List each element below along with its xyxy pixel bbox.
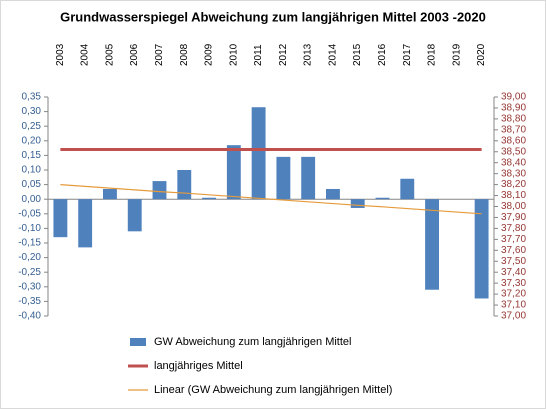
x-tick-label: 2017 (402, 43, 413, 66)
x-tick-label: 2007 (154, 43, 165, 66)
bar (53, 199, 68, 238)
y-tick-label: 0,25 (22, 121, 42, 132)
legend-label: Linear (GW Abweichung zum langjährigen M… (154, 384, 392, 396)
y2-tick-label: 38,00 (501, 201, 526, 212)
bar (276, 156, 291, 200)
y-tick-label: -0,40 (18, 311, 41, 322)
bar (103, 188, 117, 200)
x-tick-label: 2019 (451, 43, 462, 66)
bar (152, 181, 167, 200)
x-tick-label: 2015 (352, 43, 363, 66)
x-tick-label: 2013 (303, 43, 314, 66)
x-tick-label: 2016 (377, 43, 388, 66)
x-tick-label: 2005 (104, 43, 115, 66)
y-tick-label: 0,35 (22, 92, 42, 103)
y2-tick-label: 38,10 (501, 190, 526, 201)
x-tick-label: 2006 (129, 43, 140, 66)
x-tick-label: 2004 (80, 43, 91, 66)
y2-tick-label: 37,80 (501, 223, 526, 234)
y2-tick-label: 38,30 (501, 168, 526, 179)
bar (301, 156, 316, 200)
y-tick-label: -0,30 (18, 281, 41, 292)
line-series (60, 184, 482, 215)
x-tick-label: 2003 (55, 43, 66, 66)
y-tick-label: -0,15 (18, 238, 41, 249)
legend-label: GW Abweichung zum langjährigen Mittel (154, 336, 351, 348)
y-tick-label: 0,05 (22, 179, 42, 190)
y2-tick-label: 37,40 (501, 267, 526, 278)
bar (177, 170, 192, 200)
bar (350, 199, 365, 208)
x-tick-label: 2011 (253, 44, 264, 66)
y-tick-label: 0,00 (22, 194, 42, 205)
y2-tick-label: 37,60 (501, 245, 526, 256)
y-tick-label: -0,35 (18, 296, 41, 307)
x-tick-label: 2010 (228, 43, 239, 66)
y2-tick-label: 38,80 (501, 114, 526, 125)
y2-tick-label: 37,20 (501, 289, 526, 300)
y-tick-label: 0,15 (22, 150, 42, 161)
bar (400, 178, 415, 200)
x-tick-label: 2018 (427, 43, 438, 66)
bar (127, 199, 142, 232)
bar (226, 145, 241, 200)
y2-tick-label: 38,90 (501, 103, 526, 114)
y2-tick-label: 39,00 (501, 92, 526, 103)
y2-tick-label: 38,20 (501, 179, 526, 190)
bar (251, 107, 266, 200)
y-tick-label: 0,10 (22, 165, 42, 176)
y2-tick-label: 37,70 (501, 234, 526, 245)
y-tick-label: -0,10 (18, 223, 41, 234)
x-tick-label: 2008 (179, 43, 190, 66)
x-tick-label: 2014 (327, 43, 338, 66)
y2-tick-label: 37,00 (501, 311, 526, 322)
y2-tick-label: 38,40 (501, 157, 526, 168)
y2-tick-label: 37,50 (501, 256, 526, 267)
y2-tick-label: 38,60 (501, 135, 526, 146)
x-tick-label: 2009 (204, 43, 215, 66)
x-tick-label: 2012 (278, 43, 289, 66)
y-tick-label: -0,25 (18, 267, 41, 278)
bar (425, 199, 439, 290)
y-tick-label: 0,30 (22, 106, 42, 117)
y2-tick-label: 37,90 (501, 212, 526, 223)
bar (326, 188, 340, 200)
y2-tick-label: 37,10 (501, 300, 526, 311)
bar (375, 197, 390, 200)
bar (474, 199, 489, 299)
bar (202, 197, 216, 200)
y2-tick-label: 38,50 (501, 146, 526, 157)
chart-title: Grundwasserspiegel Abweichung zum langjä… (60, 9, 486, 24)
y2-tick-label: 37,30 (501, 278, 526, 289)
y-tick-label: -0,20 (18, 252, 41, 263)
legend-swatch (130, 338, 146, 346)
legend-label: langjähriges Mittel (154, 360, 243, 372)
x-tick-label: 2020 (476, 43, 487, 66)
y-tick-label: -0,05 (18, 208, 41, 219)
bar (78, 199, 93, 248)
y-tick-label: 0,20 (22, 135, 42, 146)
y2-tick-label: 38,70 (501, 124, 526, 135)
